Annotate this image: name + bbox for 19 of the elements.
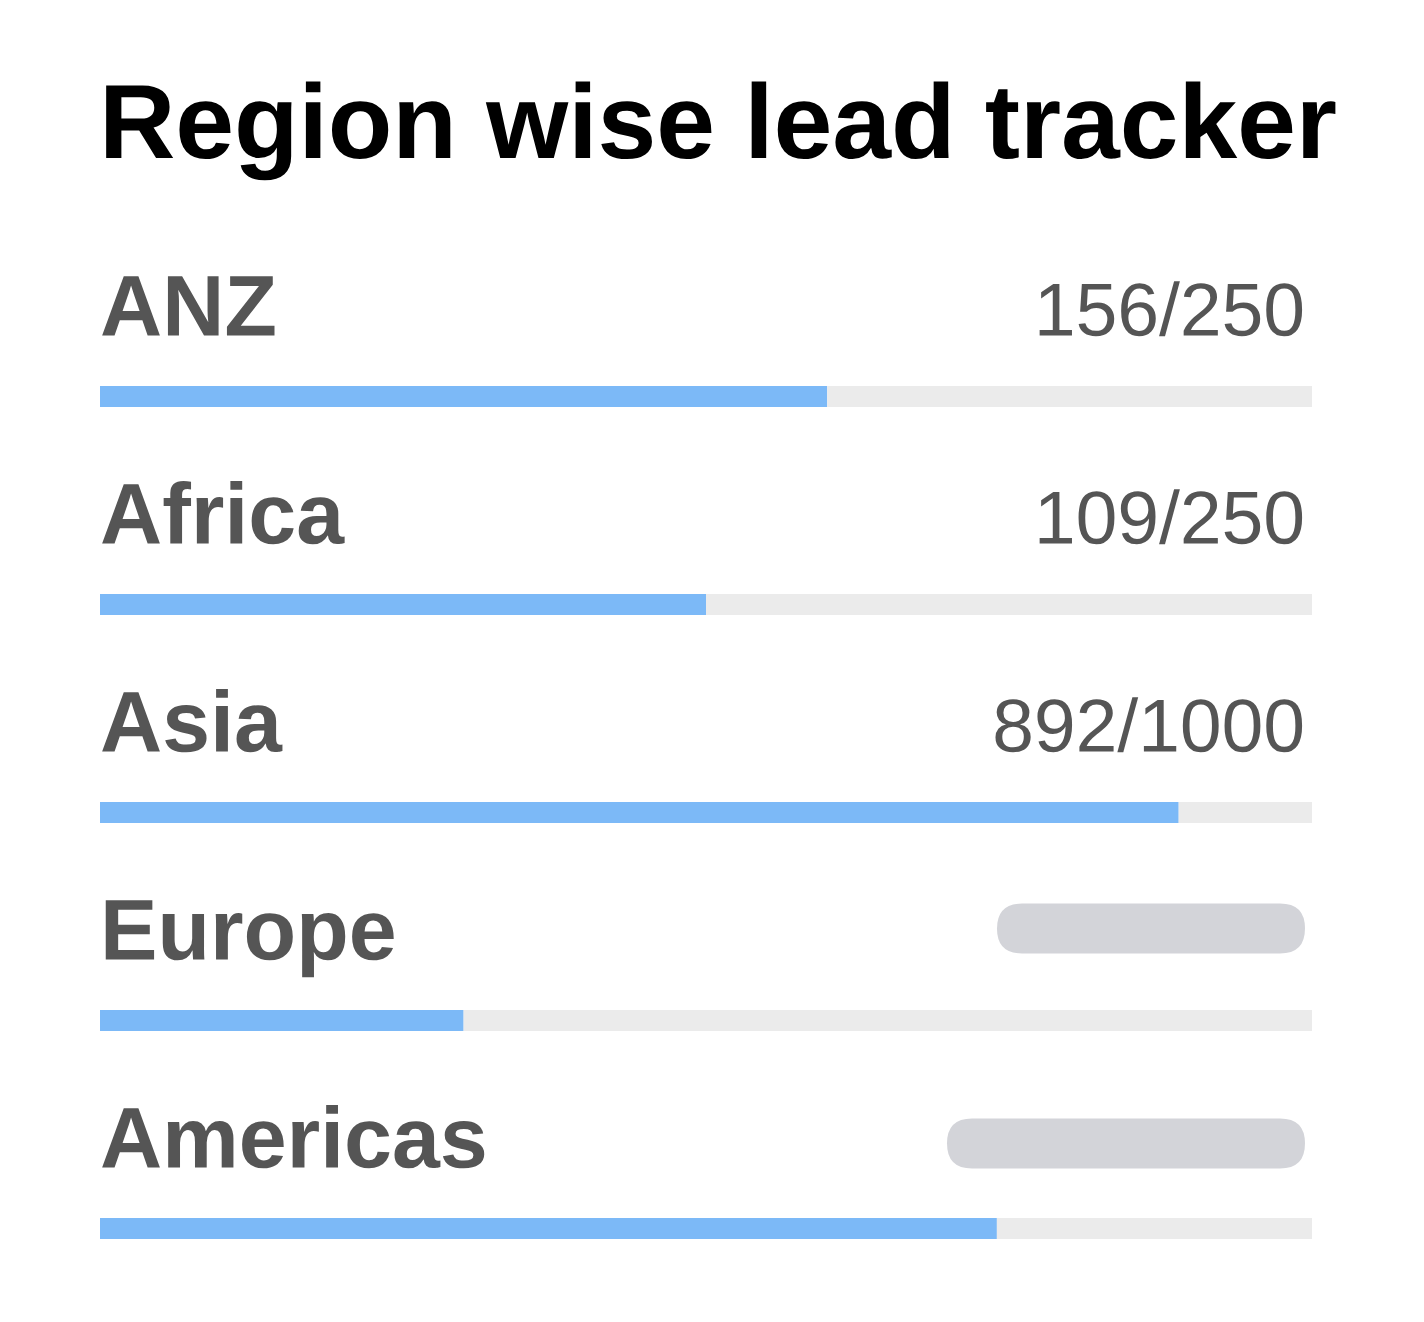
bar — [100, 802, 1179, 823]
y-tick-label: Europe — [105, 900, 394, 978]
chart-title: Region wise lead tracker — [106, 81, 1336, 181]
bar — [100, 386, 828, 407]
bar — [100, 1218, 997, 1239]
total-label: 156/250 — [1039, 281, 1303, 337]
bar — [827, 386, 1312, 407]
y-tick-label: Asia — [102, 689, 283, 753]
y-tick-label: Africa — [102, 481, 345, 545]
bar — [463, 1010, 1312, 1031]
y-tick-label: ANZ — [102, 276, 275, 336]
total-label: 892/1000 — [995, 697, 1303, 753]
y-tick-label: Americas — [102, 1105, 485, 1169]
bar — [100, 1010, 464, 1031]
total-label: 109/250 — [1039, 489, 1303, 545]
bar — [1178, 802, 1312, 823]
bar — [706, 594, 1312, 615]
bar — [100, 594, 706, 615]
bar — [996, 1218, 1312, 1239]
